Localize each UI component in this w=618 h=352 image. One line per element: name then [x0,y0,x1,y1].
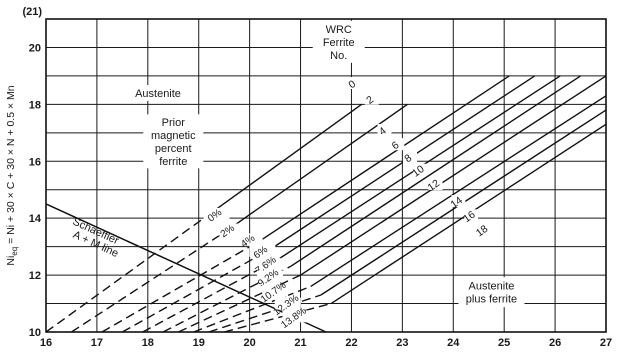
ferrite-line-solid [269,75,536,251]
ferrite-number-bg [413,163,428,176]
ferrite-line-dashed [178,274,301,333]
wrc-label-bg [312,20,365,63]
percent-ferrite-bg [203,207,230,220]
y-axis-label: Nieq = Ni + 30 × C + 30 × N + 0.5 × Mn [5,85,19,265]
y-tick-label: 18 [29,99,41,111]
ferrite-number-label: 0 [346,78,358,91]
x-tick-label: 21 [294,337,306,349]
ferrite-line-solid [259,75,510,242]
x-tick-label: 16 [40,337,52,349]
ferrite-line-solid [310,95,607,288]
percent-ferrite-bg [236,233,263,246]
ferrite-number-bg [451,195,466,208]
wrc-ferrite-number-title-line: No. [330,50,347,62]
ferrite-line-solid [223,103,408,233]
ferrite-line-solid [203,103,363,219]
x-tick-label: 23 [396,337,408,349]
schaeffler-am-line [45,203,327,333]
ferrite-number-label: 4 [377,125,389,138]
ferrite-number-bg [390,138,405,151]
y-tick-label: 16 [29,156,41,168]
y-tick-label: 14 [29,213,42,225]
prior-label-bg [143,114,204,169]
ferrite-line-dashed [208,294,322,333]
y-tick-label: 10 [29,327,41,339]
ferrite-number-bg [364,92,379,105]
prior-magnetic-percent-ferrite-label-line: magnetic [151,130,196,142]
y-tick-label: 20 [29,42,41,54]
x-tick-label: 24 [447,337,460,349]
ferrite-number-label: 6 [390,139,402,152]
ferrite-number-bg [377,123,392,136]
percent-ferrite-bg [254,257,281,270]
ferrite-number-bg [428,178,443,191]
prior-magnetic-percent-ferrite-label-line: ferrite [159,156,187,168]
percent-ferrite-bg [274,297,301,310]
austenite-plus-ferrite-label-line: Austenite [469,281,515,293]
ferrite-line-dashed [193,285,311,333]
percent-ferrite-bg [216,223,243,236]
x-tick-label: 17 [91,337,103,349]
y-axis-top-label: (21) [22,6,42,18]
ferrite-line-dashed [224,302,332,333]
percent-ferrite-bg [257,270,283,283]
ferrite-line-solid [289,75,581,268]
ferrite-number-label: 8 [402,152,414,165]
austenite-label-bg [128,84,188,101]
ferrite-number-bg [464,209,479,222]
x-tick-label: 22 [345,337,357,349]
ferrite-number-bg [476,223,491,236]
x-tick-label: 26 [549,337,561,349]
x-tick-label: 19 [193,337,205,349]
ferrite-line-dashed [101,240,261,333]
ferrite-number-bg [347,77,361,90]
wrc-ferrite-number-title-line: WRC [326,24,352,36]
austenite-plus-ferrite-label-line: plus ferrite [466,294,517,306]
y-tick-label: 12 [29,270,41,282]
x-tick-label: 20 [244,337,256,349]
percent-ferrite-bg [282,310,309,323]
austenite-label: Austenite [135,88,181,100]
percent-ferrite-bg [249,244,276,257]
x-tick-label: 27 [600,337,612,349]
x-tick-label: 25 [498,337,510,349]
prior-magnetic-percent-ferrite-label-line: percent [155,143,192,155]
percent-ferrite-bg [262,284,289,297]
ferrite-number-label: 2 [364,94,376,107]
prior-magnetic-percent-ferrite-label-line: Prior [162,117,186,129]
wrc-ferrite-number-title-line: Ferrite [323,37,355,49]
austenite-ferrite-label-bg [458,277,525,308]
ferrite-line-dashed [45,217,205,333]
ferrite-number-bg [403,151,417,164]
ferrite-line-dashed [142,257,281,333]
ferrite-line-solid [300,75,607,276]
x-tick-label: 18 [142,337,154,349]
ferrite-line-dashed [122,248,271,333]
chart-labels: 00%22%44%66%87.6%109.2%1210.7%1412.3%161… [71,20,525,331]
ferrite-line-dashed [71,231,225,333]
